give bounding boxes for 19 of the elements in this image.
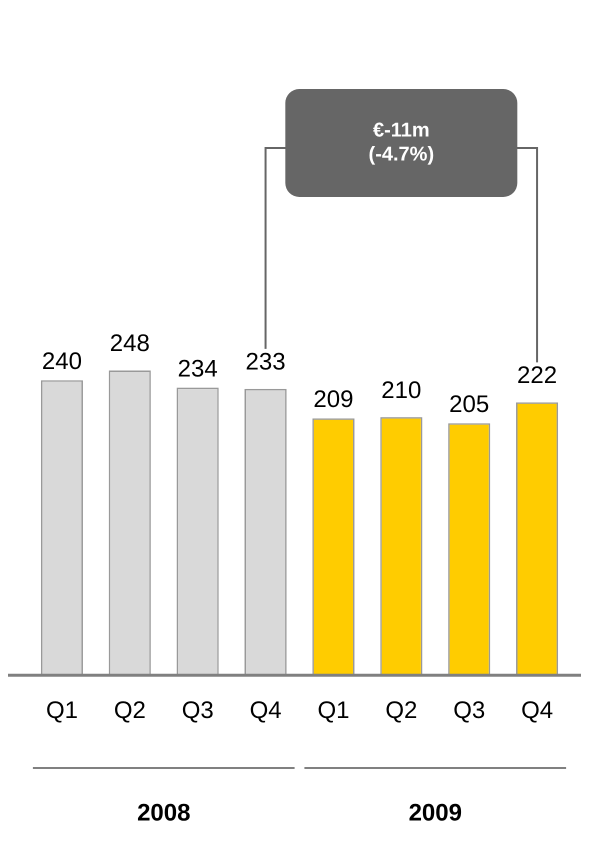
x-tick-label: Q3: [182, 697, 214, 724]
x-tick-label: Q2: [114, 697, 146, 724]
x-tick-label: Q4: [250, 697, 282, 724]
data-label: 210: [381, 376, 422, 404]
data-label: 240: [42, 348, 82, 375]
data-label: 209: [313, 386, 354, 414]
data-label: 248: [110, 330, 150, 358]
x-tick-label: Q1: [317, 697, 350, 724]
x-tick-label: Q1: [46, 697, 78, 724]
data-label: 205: [449, 390, 490, 418]
data-label: 233: [246, 348, 286, 376]
x-tick-label: Q4: [521, 697, 554, 724]
text: 2008: [137, 800, 190, 827]
x-tick-label: Q2: [385, 697, 418, 724]
x-tick-label: Q3: [453, 697, 486, 724]
text: €-11m (-4.7%): [368, 120, 434, 166]
text: 2009: [408, 800, 462, 827]
data-label: 222: [517, 362, 558, 390]
data-label: 234: [178, 355, 218, 382]
